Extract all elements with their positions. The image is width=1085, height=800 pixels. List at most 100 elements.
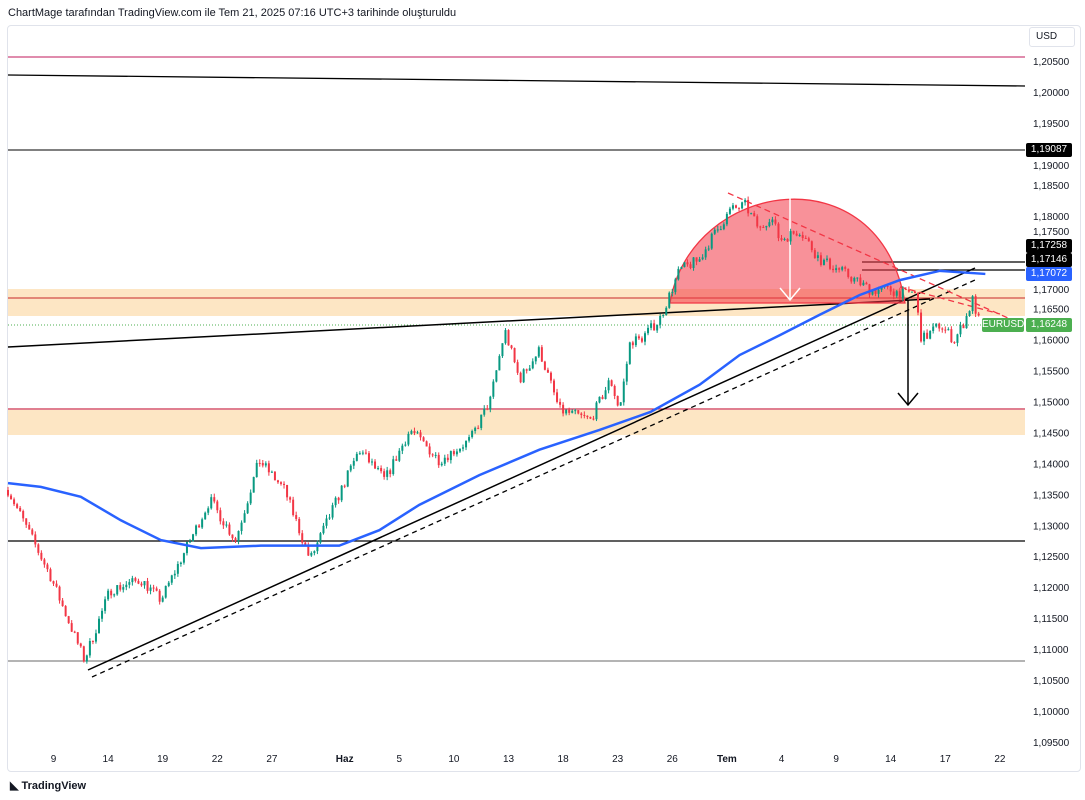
candle-body [574,410,577,412]
candle-body [428,446,431,455]
currency-label[interactable]: USD [1029,27,1075,47]
candle-body [546,369,549,373]
candle-body [134,578,137,581]
moving-average-line [7,269,986,550]
candle-body [892,291,895,296]
candle-body [695,257,698,262]
candle-body [637,336,640,339]
candle-body [971,296,974,312]
candle-body [179,562,182,565]
x-tick-label: 22 [212,754,224,765]
candle-body [780,238,783,240]
candle-body [477,427,480,429]
candle-body [543,361,546,370]
candle-body [671,292,674,294]
candle-body [489,396,492,410]
candle-body [589,417,592,419]
y-tick-label: 1,15500 [1033,367,1070,378]
candle-body [328,517,331,519]
candle-body [371,461,373,463]
candle-body [210,497,213,509]
candle-body [719,229,722,231]
candle-body [877,289,880,294]
y-tick-label: 1,18000 [1033,212,1070,223]
x-tick-label: 10 [448,754,460,765]
candle-body [601,396,604,399]
x-tick-label: 5 [397,754,403,765]
candle-body [13,499,16,505]
candle-body [713,229,716,234]
candle-body [610,380,613,386]
y-tick-label: 1,16500 [1033,305,1070,316]
candle-body [374,461,377,469]
candle-body [680,267,683,269]
candle-body [510,345,513,349]
candle-body [140,583,143,586]
chart-frame [7,25,1081,772]
candle-body [492,381,495,397]
candle-body [361,452,364,454]
candle-body [389,470,392,475]
candle-body [437,454,440,466]
candle-body [565,409,568,414]
x-tick-label: 4 [779,754,785,765]
candle-body [76,632,79,644]
candle-body [91,640,94,642]
candle-body [835,268,838,271]
candle-body [616,395,619,406]
candle-body [122,587,125,590]
candle-body [16,504,19,508]
candle-body [765,226,768,228]
candle-body [556,392,559,402]
candle-body [640,338,643,342]
candle-body [768,222,771,227]
candle-body [101,610,104,619]
candle-body [474,427,477,431]
candle-body [668,292,671,308]
candle-body [182,553,185,563]
candle-body [950,329,953,343]
candle-body [158,590,161,602]
candle-body [349,465,352,471]
y-tick-label: 1,16000 [1033,336,1070,347]
candle-body [398,450,401,461]
candle-body [458,448,461,452]
candle-body [938,323,941,329]
y-tick-label: 1,18500 [1033,181,1070,192]
candle-body [580,413,583,415]
candle-body [228,524,231,535]
tradingview-logo[interactable]: ◣ TradingView [10,779,86,792]
candle-body [683,262,686,268]
x-tick-label: 17 [940,754,952,765]
candle-body [170,575,173,583]
candle-body [340,485,343,501]
candle-body [49,569,52,582]
candle-body [968,311,971,317]
candle-body [104,599,107,611]
candle-body [813,250,816,258]
candle-body [926,332,929,339]
candle-body [847,268,850,277]
candle-body [710,233,713,249]
candle-body [804,237,807,239]
candle-body [198,525,201,528]
y-tick-label: 1,14000 [1033,459,1070,470]
time-axis: 9 14 19 22 27 Haz 5 10 13 18 23 26 Tem 4 9 14 17 22 [51,754,1006,765]
candle-body [707,248,710,250]
candle-body [865,282,868,285]
candle-body [907,289,910,292]
x-tick-label: Tem [717,754,737,765]
candle-body [173,573,176,576]
candle-body [425,441,428,447]
candle-body [822,259,825,265]
chart-caption: ChartMage tarafından TradingView.com ile… [8,7,457,19]
candle-body [252,477,255,493]
candle-body [207,508,210,513]
candle-body [358,453,361,455]
candle-body [222,521,225,526]
candle-body [392,459,395,475]
candle-body [216,501,219,511]
y-tick-label: 1,20000 [1033,88,1070,99]
